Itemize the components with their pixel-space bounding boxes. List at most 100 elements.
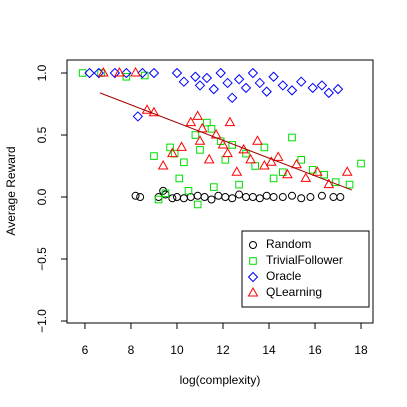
y-tick-label: −0.5 xyxy=(35,247,49,271)
point xyxy=(261,86,272,97)
point xyxy=(235,190,244,199)
point xyxy=(180,158,188,167)
point xyxy=(291,158,302,169)
plot-frame xyxy=(66,59,374,324)
point xyxy=(207,125,216,133)
point xyxy=(217,138,229,149)
point xyxy=(286,85,298,96)
point xyxy=(297,194,306,203)
legend-box xyxy=(241,230,370,308)
point xyxy=(265,156,277,166)
point xyxy=(247,67,259,79)
point xyxy=(260,143,269,152)
point xyxy=(178,76,190,87)
legend-symbol xyxy=(247,271,259,283)
point xyxy=(323,178,335,189)
point xyxy=(255,194,264,203)
point xyxy=(262,191,271,200)
point xyxy=(203,118,211,127)
y-tick-label: 1.0 xyxy=(35,64,49,81)
point xyxy=(84,67,95,79)
legend-label: TrivialFollower xyxy=(266,253,343,267)
point xyxy=(172,193,181,202)
point xyxy=(140,71,149,80)
point xyxy=(316,80,328,91)
point xyxy=(194,135,206,145)
point xyxy=(122,72,131,81)
point xyxy=(251,162,260,170)
point xyxy=(78,69,87,77)
point xyxy=(296,76,307,87)
point xyxy=(154,195,163,204)
point xyxy=(245,153,256,164)
point xyxy=(121,67,132,79)
x-axis-label: log(complexity) xyxy=(180,373,261,387)
point xyxy=(268,71,279,82)
point xyxy=(233,74,245,85)
point xyxy=(154,193,163,202)
point xyxy=(200,193,209,202)
point xyxy=(238,143,250,154)
point xyxy=(132,111,144,122)
point xyxy=(278,193,287,202)
point xyxy=(176,141,187,151)
point xyxy=(161,189,170,198)
legend-symbol xyxy=(247,286,259,297)
point xyxy=(179,194,188,203)
point xyxy=(114,66,125,77)
point xyxy=(141,104,153,114)
point xyxy=(235,180,243,189)
point xyxy=(341,166,353,176)
point xyxy=(272,151,284,161)
point xyxy=(166,143,174,152)
y-tick-label: 0.0 xyxy=(35,188,49,205)
x-tick-label: 18 xyxy=(354,343,368,357)
point xyxy=(320,170,329,179)
x-tick-label: 6 xyxy=(82,343,89,357)
legend-symbol xyxy=(249,257,257,265)
fit-line xyxy=(99,92,353,191)
point xyxy=(297,156,306,164)
point xyxy=(207,195,216,204)
point xyxy=(214,191,223,200)
point xyxy=(345,180,354,189)
point xyxy=(148,106,160,117)
point xyxy=(97,66,109,77)
point xyxy=(228,194,237,203)
point xyxy=(191,131,200,139)
point xyxy=(221,156,230,164)
point xyxy=(240,82,252,94)
point xyxy=(131,191,140,200)
point xyxy=(201,72,213,84)
point xyxy=(241,193,250,202)
point xyxy=(277,80,289,91)
point xyxy=(203,153,215,164)
legend-symbol xyxy=(249,241,257,249)
x-tick-label: 12 xyxy=(216,343,230,357)
x-tick-label: 14 xyxy=(262,343,276,357)
y-tick-label: −1.0 xyxy=(35,309,49,333)
point xyxy=(208,83,219,95)
point xyxy=(190,71,201,82)
point xyxy=(332,83,344,95)
point xyxy=(137,67,148,79)
point xyxy=(193,191,202,200)
point xyxy=(192,110,204,120)
point xyxy=(194,80,206,91)
x-tick-label: 16 xyxy=(308,343,322,357)
point xyxy=(222,77,233,89)
point xyxy=(306,193,315,202)
point xyxy=(209,183,218,191)
point xyxy=(148,67,160,79)
point xyxy=(226,92,238,104)
point xyxy=(222,147,233,158)
x-tick-label: 8 xyxy=(128,343,135,357)
point xyxy=(136,193,145,202)
legend-label: Random xyxy=(266,237,311,251)
point xyxy=(231,166,243,176)
point xyxy=(185,116,197,127)
point xyxy=(329,193,338,202)
point xyxy=(307,82,318,94)
y-axis-label: Average Reward xyxy=(4,146,18,235)
point xyxy=(196,122,208,133)
